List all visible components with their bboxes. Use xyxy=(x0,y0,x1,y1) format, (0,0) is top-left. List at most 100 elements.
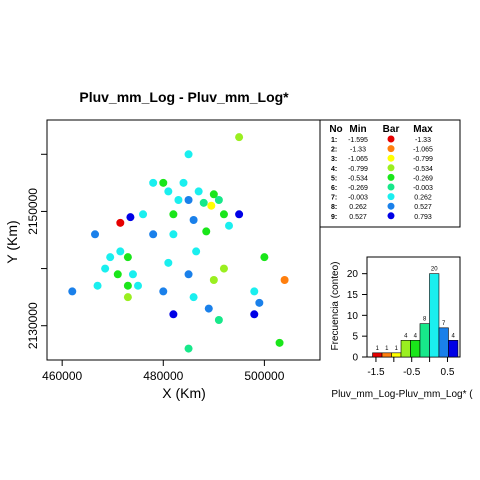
histogram-bar xyxy=(391,352,402,358)
legend-row-no: 5: xyxy=(331,175,337,182)
legend-row-color-dot xyxy=(387,202,395,210)
scatter-point xyxy=(192,247,201,256)
legend-row-color-dot xyxy=(387,135,395,143)
scatter-point xyxy=(275,338,284,347)
histogram-bar-count-label: 4 xyxy=(452,333,456,339)
histogram-x-tick-label: 0.5 xyxy=(441,367,455,378)
scatter-point xyxy=(101,264,110,273)
scatter-point xyxy=(106,253,115,262)
legend-header-bar: Bar xyxy=(383,124,400,135)
scatter-x-label: X (Km) xyxy=(162,385,206,401)
scatter-point xyxy=(255,298,264,307)
scatter-point xyxy=(214,196,223,204)
scatter-y-tick-label: 2150000 xyxy=(26,188,40,235)
scatter-point xyxy=(189,293,198,302)
scatter-point xyxy=(219,264,228,273)
scatter-point xyxy=(164,258,173,267)
scatter-point xyxy=(219,210,228,219)
legend-table: No Min Bar Max 1: -1.595 -1.33 2: -1.33 -1.06… xyxy=(319,119,461,228)
legend-rows: 1: -1.595 -1.33 2: -1.33 -1.065 3: -1.065 -0.799… xyxy=(331,135,433,221)
histogram-bar xyxy=(429,273,440,358)
scatter-point xyxy=(169,310,178,319)
scatter-point xyxy=(184,196,193,204)
legend-row-max: 0.262 xyxy=(414,195,432,202)
histogram-bar xyxy=(381,352,392,358)
scatter-point xyxy=(209,190,218,199)
scatter-point xyxy=(128,270,137,279)
scatter-point xyxy=(123,293,132,302)
legend-row-max: 0.527 xyxy=(414,204,432,211)
legend-row-max: -1.33 xyxy=(415,137,431,144)
legend-row-no: 6: xyxy=(331,185,337,192)
scatter-point xyxy=(260,253,269,262)
scatter-point xyxy=(184,344,193,353)
scatter-point xyxy=(204,304,213,313)
legend-row-no: 7: xyxy=(331,195,337,202)
scatter-point xyxy=(113,270,122,279)
scatter-point xyxy=(123,253,132,262)
histogram-bar-count-label: 1 xyxy=(385,346,389,352)
scatter-point xyxy=(184,150,193,159)
legend-row-color-dot xyxy=(387,183,395,191)
scatter-point xyxy=(116,218,125,227)
scatter-x-axis: 460000 480000 500000 xyxy=(42,360,285,383)
histogram-bar-count-label: 1 xyxy=(376,346,380,352)
scatter-point xyxy=(235,133,244,142)
legend-row-min: -1.065 xyxy=(348,156,368,163)
legend-row-max: -0.799 xyxy=(413,156,433,163)
legend-row-no: 2: xyxy=(331,147,337,154)
scatter-point xyxy=(250,310,259,319)
histogram-y-axis: 0 5 10 15 20 xyxy=(347,269,368,364)
histogram-bar-count-label: 20 xyxy=(431,267,438,273)
scatter-x-tick-label: 480000 xyxy=(143,369,183,383)
scatter-point xyxy=(280,276,289,284)
scatter-title: Pluv_mm_Log - Pluv_mm_Log* xyxy=(79,89,289,105)
legend-row-max: -0.269 xyxy=(413,175,433,182)
scatter-point xyxy=(116,247,125,256)
legend-row-max: 0.793 xyxy=(414,214,432,221)
histogram-bar xyxy=(448,340,459,358)
legend-row-no: 4: xyxy=(331,166,337,173)
legend-row-max: -0.003 xyxy=(413,185,433,192)
scatter-point xyxy=(139,210,148,219)
legend-row-max: -0.534 xyxy=(413,166,433,173)
legend-row-max: -1.065 xyxy=(413,147,433,154)
scatter-y-label: Y (Km) xyxy=(4,220,20,263)
legend-row-color-dot xyxy=(387,193,395,201)
scatter-point xyxy=(250,287,259,296)
scatter-point xyxy=(68,287,77,296)
histogram-y-tick-label: 10 xyxy=(347,311,359,322)
histogram-bar-count-label: 8 xyxy=(423,317,427,323)
histogram-y-label: Frecuencia (conteo) xyxy=(330,262,341,351)
scatter-points xyxy=(68,133,289,353)
histogram-x-tick-label: -0.5 xyxy=(403,367,421,378)
legend-row-color-dot xyxy=(387,154,395,162)
scatter-x-tick-label: 460000 xyxy=(42,369,82,383)
histogram-bar xyxy=(410,340,421,358)
legend-row-min: -0.534 xyxy=(348,175,368,182)
scatter-point xyxy=(174,196,183,204)
scatter-point xyxy=(169,230,178,239)
legend-row-min: -0.003 xyxy=(348,195,368,202)
histogram-y-tick-label: 0 xyxy=(352,353,358,364)
scatter-point xyxy=(189,216,198,224)
legend-row-no: 1: xyxy=(331,137,337,144)
histogram-bar xyxy=(438,327,449,358)
legend-row-min: 0.262 xyxy=(349,204,367,211)
legend-frame xyxy=(319,119,461,228)
scatter-point xyxy=(169,210,178,219)
legend-header-max: Max xyxy=(413,124,433,135)
legend-row-color-dot xyxy=(387,145,395,153)
histogram-bar xyxy=(419,323,430,358)
scatter-y-axis: 2130000 2150000 xyxy=(26,153,47,349)
legend-row-no: 3: xyxy=(331,156,337,163)
scatter-point xyxy=(149,230,158,239)
scatter-point xyxy=(184,270,193,279)
histogram-x-tick-label: -1.5 xyxy=(367,367,385,378)
histogram-bar-count-label: 7 xyxy=(442,321,446,327)
scatter-point xyxy=(199,198,208,207)
legend-header-no: No xyxy=(329,124,342,135)
